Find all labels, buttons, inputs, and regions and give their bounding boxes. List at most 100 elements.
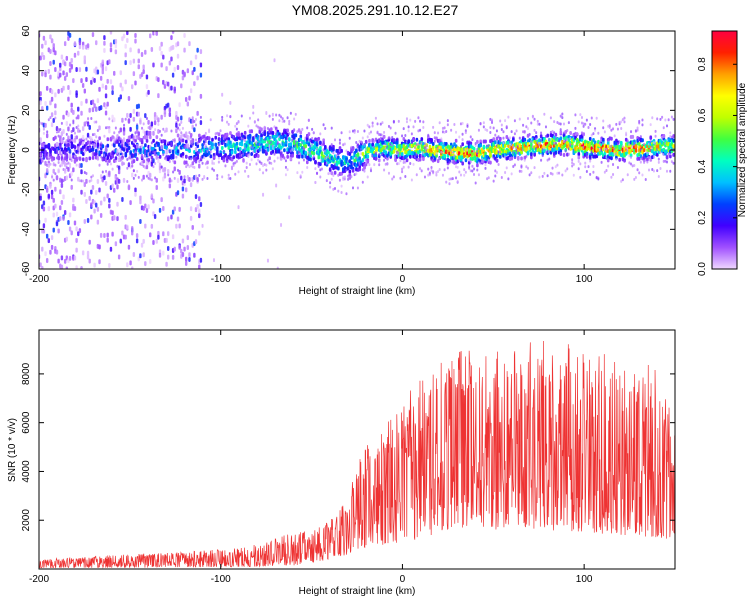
heatmap-cell <box>245 161 248 165</box>
heatmap-cell <box>101 59 104 65</box>
heatmap-cell <box>399 176 402 180</box>
heatmap-cell <box>59 150 62 156</box>
heatmap-cell <box>209 150 212 154</box>
heatmap-cell <box>469 141 473 146</box>
heatmap-cell <box>178 123 181 127</box>
heatmap-cell <box>50 112 54 118</box>
heatmap-cell <box>667 118 670 122</box>
heatmap-cell <box>95 106 98 112</box>
heatmap-cell <box>181 193 185 199</box>
heatmap-cell <box>288 132 291 136</box>
heatmap-cell <box>661 115 664 119</box>
heatmap-cell <box>85 172 88 176</box>
heatmap-cell <box>173 86 176 92</box>
heatmap-cell <box>237 170 240 174</box>
heatmap-cell <box>417 144 420 149</box>
heatmap-cell <box>211 167 214 171</box>
heatmap-cell <box>90 175 93 179</box>
heatmap-cell <box>93 132 96 136</box>
heatmap-cell <box>166 102 170 108</box>
heatmap-cell <box>415 137 419 142</box>
heatmap-cell <box>572 162 575 166</box>
heatmap-cell <box>113 131 116 135</box>
heatmap-cell <box>209 118 212 122</box>
heatmap-cell <box>211 137 214 142</box>
heatmap-cell <box>50 89 54 95</box>
heatmap-cell <box>589 172 592 176</box>
heatmap-cell <box>145 135 149 140</box>
heatmap-cell <box>106 232 109 238</box>
colorbar-ticks: 0.00.20.40.60.8 <box>697 57 737 276</box>
heatmap-cell <box>498 154 502 159</box>
heatmap-cell <box>476 139 479 144</box>
heatmap-cell <box>191 116 194 120</box>
heatmap-cell <box>121 161 124 167</box>
heatmap-cell <box>378 132 381 136</box>
heatmap-cell <box>348 152 352 157</box>
heatmap-cell <box>126 31 129 36</box>
heatmap-cell <box>533 152 536 157</box>
heatmap-cell <box>615 122 618 126</box>
heatmap-cell <box>558 171 561 175</box>
heatmap-cell <box>531 115 534 119</box>
heatmap-cell <box>446 119 449 123</box>
heatmap-cell <box>499 119 502 123</box>
heatmap-cell <box>160 50 163 56</box>
heatmap-cell <box>203 142 206 146</box>
heatmap-cell <box>68 226 72 232</box>
heatmap-cell <box>41 71 44 77</box>
heatmap-cell <box>199 257 203 263</box>
heatmap-cell <box>87 117 90 121</box>
heatmap-cell <box>657 157 660 161</box>
heatmap-cell <box>419 119 422 123</box>
heatmap-cell <box>530 152 533 157</box>
heatmap-cell <box>113 215 116 221</box>
heatmap-cell <box>144 261 147 267</box>
heatmap-cell <box>281 117 284 121</box>
heatmap-cell <box>420 169 423 173</box>
snr-ylabel: SNR (10 * v/v) <box>7 418 18 482</box>
heatmap-cell <box>77 124 80 128</box>
heatmap-cell <box>495 158 499 163</box>
heatmap-cell <box>412 138 415 142</box>
heatmap-cell <box>152 158 155 164</box>
heatmap-cell <box>484 151 487 156</box>
heatmap-cell <box>456 179 459 183</box>
heatmap-cell <box>217 156 220 160</box>
heatmap-cell <box>159 137 162 141</box>
heatmap-cell <box>420 137 424 142</box>
heatmap-cell <box>132 58 136 64</box>
heatmap-cell <box>595 116 598 120</box>
heatmap-cell <box>437 170 440 174</box>
heatmap-cell <box>44 100 47 106</box>
heatmap-cell <box>173 166 176 172</box>
heatmap-cell <box>63 168 67 174</box>
heatmap-cell <box>638 171 641 175</box>
heatmap-cell <box>580 121 583 125</box>
heatmap-cell <box>162 231 165 237</box>
heatmap-cell <box>255 124 258 128</box>
heatmap-cell <box>168 107 172 113</box>
heatmap-cell <box>191 138 194 144</box>
heatmap-cell <box>499 139 502 143</box>
heatmap-cell <box>96 147 99 151</box>
heatmap-cell <box>214 135 218 140</box>
heatmap-cell <box>52 161 55 165</box>
heatmap-cell <box>340 148 343 153</box>
heatmap-cell <box>142 159 146 164</box>
heatmap-cell <box>477 128 480 132</box>
heatmap-cell <box>656 117 659 121</box>
heatmap-cell <box>50 96 54 102</box>
heatmap-cell <box>401 134 404 138</box>
heatmap-cell <box>203 156 206 160</box>
heatmap-cell <box>157 77 160 83</box>
heatmap-cell <box>387 124 390 128</box>
heatmap-cell <box>114 43 118 49</box>
heatmap-cell <box>273 152 276 156</box>
heatmap-cell <box>374 116 377 120</box>
heatmap-cell <box>258 130 262 135</box>
heatmap-cell <box>129 165 132 169</box>
heatmap-cell <box>471 138 474 142</box>
heatmap-cell <box>162 250 165 256</box>
heatmap-cell <box>276 141 279 145</box>
